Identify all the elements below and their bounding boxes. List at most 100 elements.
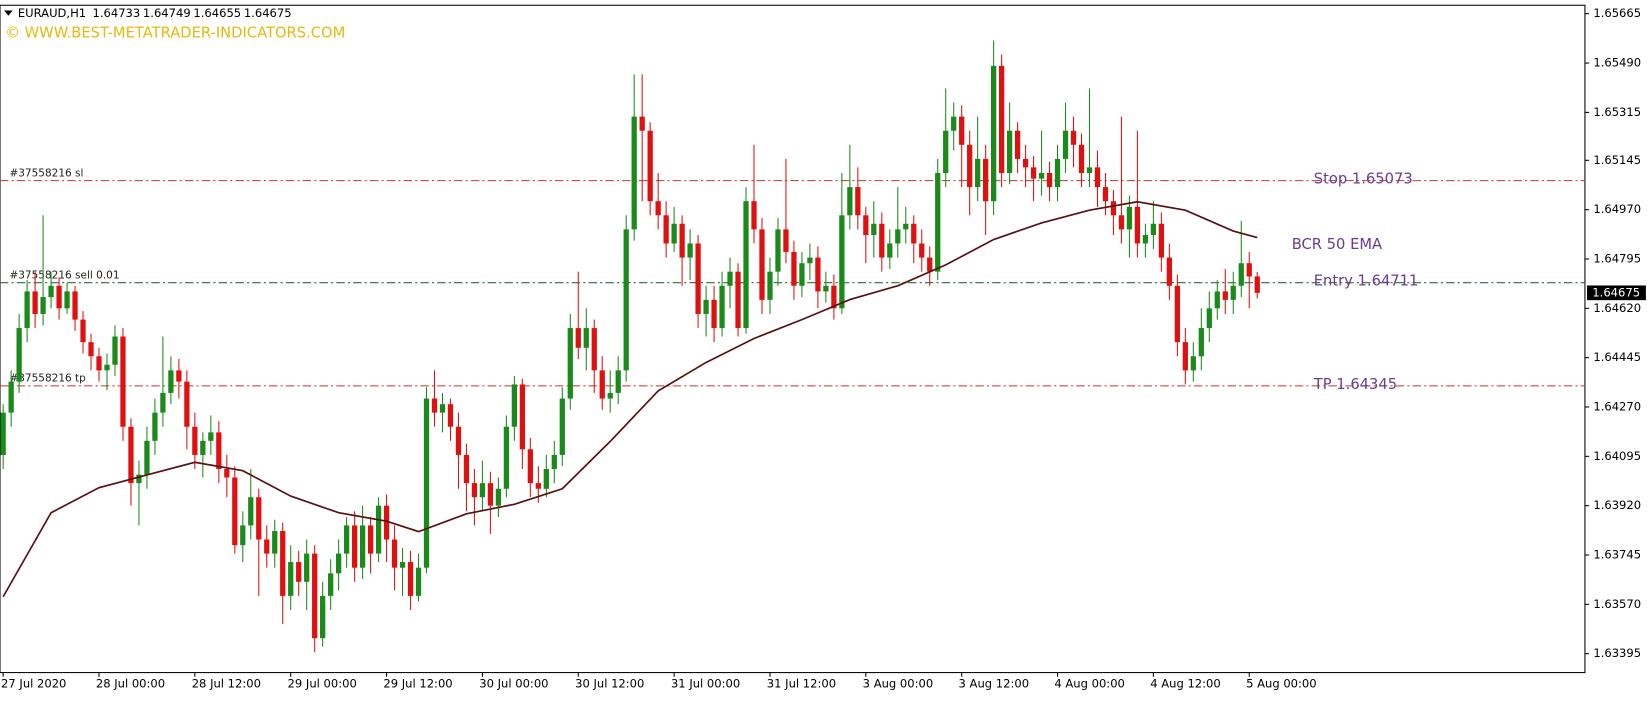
candle-body: [391, 539, 398, 568]
candle-body: [687, 243, 693, 258]
candle-body: [1054, 158, 1061, 188]
candle-body: [503, 426, 510, 489]
candle-body: [703, 299, 709, 314]
candle-body: [807, 257, 813, 264]
candle-body: [264, 539, 270, 554]
candle-body: [615, 370, 621, 393]
candle-body: [176, 370, 182, 382]
candle-body: [431, 398, 438, 413]
candle-body: [631, 116, 637, 230]
candle-body: [88, 342, 94, 357]
candle-body: [1094, 167, 1101, 188]
candle-body: [903, 223, 909, 230]
candle-body: [759, 229, 765, 300]
y-tick-label: 1.64445: [1593, 350, 1641, 364]
candle-body: [1158, 223, 1165, 258]
candle-body: [471, 483, 478, 498]
y-tick-label: 1.65490: [1593, 56, 1641, 70]
y-tick-label: 1.64270: [1593, 400, 1641, 414]
y-tick-label: 1.64795: [1593, 251, 1641, 265]
candle-body: [1166, 257, 1172, 286]
candle-body: [599, 370, 605, 399]
candle-body: [328, 573, 334, 596]
header-close: 1.64675: [244, 6, 292, 20]
candle-body: [951, 116, 957, 131]
candle-body: [511, 384, 517, 427]
candle-body: [104, 364, 110, 371]
candle-body: [112, 336, 118, 365]
candle-body: [168, 370, 174, 393]
candle-body: [160, 392, 166, 413]
candle-body: [72, 291, 78, 320]
candle-body: [208, 432, 214, 441]
candle-body: [1182, 342, 1188, 371]
candle-body: [815, 257, 821, 292]
candle-body: [288, 562, 294, 596]
candle-body: [224, 469, 230, 478]
candle-body: [527, 449, 533, 484]
candle-body: [359, 525, 366, 568]
candle-body: [535, 483, 541, 489]
candle-body: [887, 243, 893, 258]
x-tick-label: 3 Aug 00:00: [863, 677, 934, 691]
candle-body: [256, 497, 262, 540]
y-tick-label: 1.65315: [1593, 105, 1641, 119]
candle-body: [983, 158, 989, 202]
candle-body: [1078, 144, 1085, 174]
menu-arrow: [4, 10, 13, 16]
y-tick-label: 1.64095: [1593, 449, 1641, 463]
candle-body: [647, 130, 653, 202]
candle-body: [1030, 167, 1037, 179]
candle-body: [991, 65, 997, 202]
x-tick-label: 29 Jul 00:00: [288, 677, 357, 691]
candle-body: [1102, 187, 1109, 202]
candle-body: [423, 398, 430, 568]
candle-body: [735, 271, 741, 329]
candle-body: [1022, 158, 1029, 168]
candle-body: [583, 328, 589, 348]
candle-body: [40, 297, 46, 314]
candle-body: [32, 291, 38, 314]
candle-body: [64, 291, 70, 309]
ema-label: BCR 50 EMA: [1292, 236, 1382, 253]
candle-body: [975, 158, 981, 188]
order-label: #37558216 sl: [9, 167, 83, 179]
candle-body: [855, 187, 861, 216]
y-tick-label: 1.65665: [1593, 6, 1641, 20]
candle-body: [152, 412, 158, 441]
candle-body: [367, 525, 374, 554]
candle-body: [272, 531, 278, 554]
candle-body: [575, 328, 581, 348]
candle-body: [1014, 130, 1021, 159]
price-tag: [1587, 285, 1646, 301]
candle-body: [847, 187, 853, 216]
candle-body: [1198, 328, 1204, 357]
candle-body: [439, 404, 446, 413]
candle-body: [927, 257, 933, 272]
x-tick-label: 31 Jul 00:00: [671, 677, 740, 691]
candle-body: [1118, 215, 1125, 230]
candle-body: [711, 299, 717, 329]
header-low: 1.64655: [193, 6, 241, 20]
x-tick-label: 28 Jul 12:00: [192, 677, 261, 691]
level-label: TP 1.64345: [1313, 376, 1397, 393]
candle-body: [727, 271, 733, 286]
candle-body: [296, 562, 302, 582]
candle-body: [200, 440, 206, 455]
candle-body: [351, 525, 358, 568]
candle-body: [136, 474, 142, 484]
x-tick-label: 27 Jul 2020: [1, 677, 66, 691]
candle-body: [791, 251, 797, 286]
candle-body: [1062, 130, 1069, 159]
x-tick-label: 4 Aug 12:00: [1150, 677, 1221, 691]
y-tick-label: 1.63395: [1593, 646, 1641, 660]
candle-body: [943, 130, 949, 174]
candle-body: [1086, 167, 1093, 174]
candle-body: [336, 553, 342, 574]
candle-body: [1110, 201, 1117, 216]
candle-body: [751, 201, 757, 230]
candle-body: [1038, 173, 1045, 179]
candle-body: [463, 454, 470, 484]
candle-body: [56, 285, 62, 309]
